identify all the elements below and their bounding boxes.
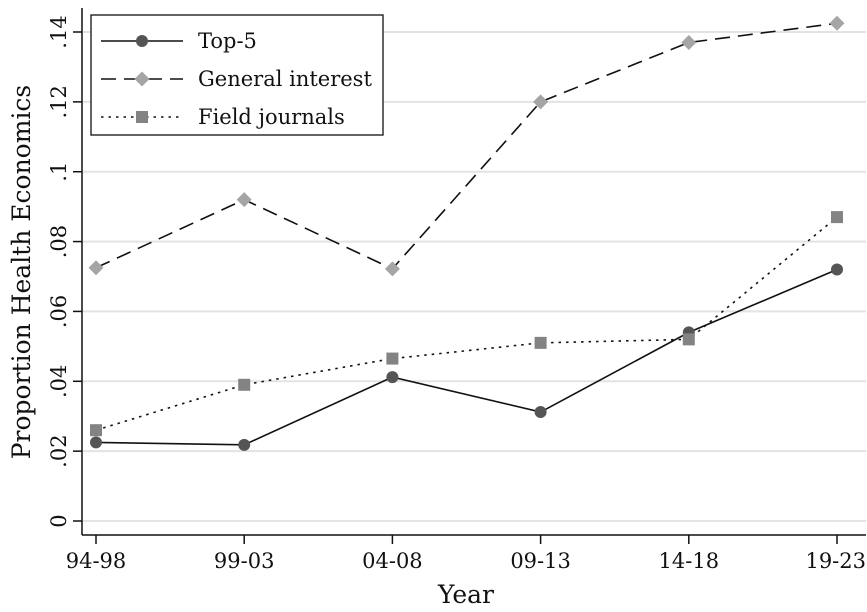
series-2-point-3	[534, 336, 547, 349]
series-0	[90, 263, 843, 451]
x-tick-label-1: 99-03	[214, 549, 275, 573]
series-1-point-5	[829, 15, 845, 31]
series-1-point-0	[88, 260, 104, 276]
y-tick-label-1: .02	[47, 434, 71, 467]
x-tick-label-0: 94-98	[66, 549, 127, 573]
x-axis-title: Year	[437, 580, 494, 609]
legend-marker-0	[136, 35, 148, 47]
series-0-point-1	[238, 438, 251, 451]
series-2	[90, 211, 843, 437]
x-tick-label-2: 04-08	[362, 549, 423, 573]
y-tick-label-5: .1	[47, 162, 71, 182]
x-tick-label-3: 09-13	[510, 549, 571, 573]
series-1-point-4	[681, 34, 697, 50]
y-axis-title: Proportion Health Economics	[7, 85, 36, 460]
legend-marker-1	[134, 71, 150, 87]
series-1-point-3	[533, 94, 549, 110]
series-0-point-5	[831, 263, 843, 276]
x-tick-label-4: 14-18	[659, 549, 720, 573]
legend-label-2: Field journals	[198, 105, 345, 129]
legend-label-1: General interest	[198, 67, 372, 91]
legend-label-0: Top-5	[198, 29, 257, 53]
x-tick-label-5: 19-23	[805, 549, 866, 573]
y-tick-label-4: .08	[47, 225, 71, 258]
series-2-point-5	[831, 211, 843, 224]
y-tick-label-7: .14	[47, 15, 71, 48]
series-2-point-1	[238, 378, 251, 391]
series-1-point-1	[236, 192, 252, 208]
series-layer	[88, 15, 845, 451]
y-tick-label-0: 0	[47, 514, 71, 527]
series-2-point-0	[90, 424, 102, 437]
series-2-point-2	[386, 352, 399, 365]
series-line-2	[95, 216, 838, 431]
y-tick-label-2: .04	[47, 365, 71, 398]
series-1	[88, 15, 845, 277]
series-line-0	[95, 268, 838, 446]
series-1-point-2	[384, 261, 400, 277]
series-0-point-2	[386, 371, 399, 384]
axes-layer: 0 .02 .04 .06 .08 .1 .12 .14 94-98 99-03 04-08 09-1…	[47, 8, 866, 573]
series-line-1	[95, 22, 838, 270]
legend-marker-2	[136, 111, 148, 123]
legend: Top-5 General interest Field journals	[90, 14, 384, 136]
y-tick-label-3: .06	[47, 295, 71, 328]
series-0-point-0	[90, 436, 102, 449]
y-tick-label-6: .12	[47, 85, 71, 118]
series-0-point-3	[534, 406, 547, 419]
series-2-point-4	[682, 333, 695, 346]
